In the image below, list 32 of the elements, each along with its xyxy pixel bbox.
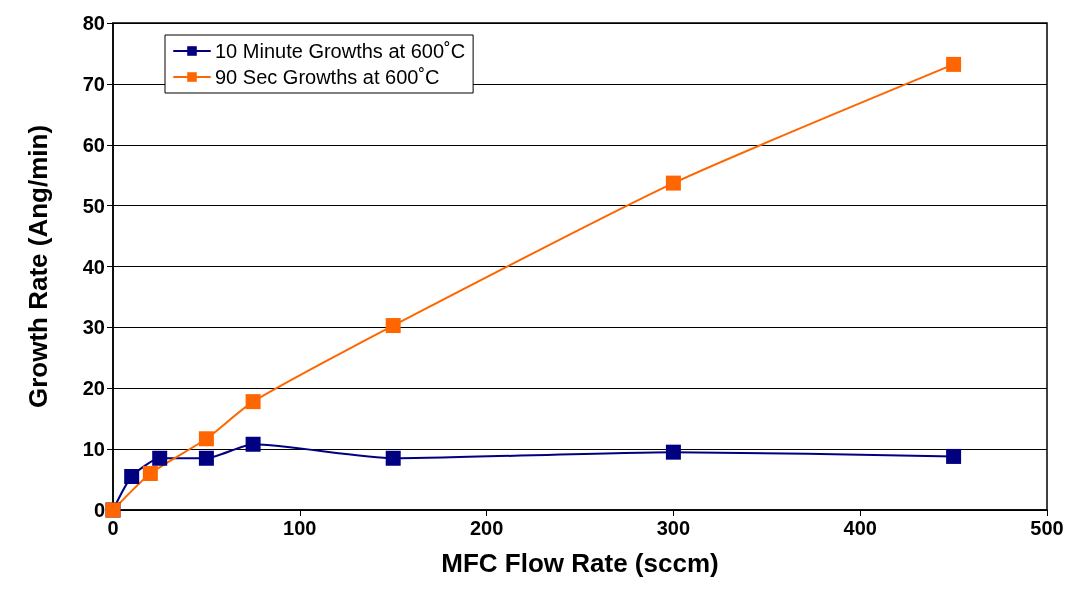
y-tick-label: 40 (82, 255, 105, 278)
point (245, 436, 261, 452)
point (245, 394, 261, 410)
point (665, 444, 681, 460)
point (385, 450, 401, 466)
point (385, 318, 401, 334)
x-tick-label: 0 (107, 517, 119, 539)
point (665, 175, 681, 191)
y-tick-label: 50 (82, 194, 105, 217)
legend-label: 10 Minute Growths at 600˚C (215, 40, 466, 62)
point (124, 469, 140, 485)
y-tick-label: 80 (82, 12, 105, 34)
point (946, 56, 962, 72)
point (142, 465, 158, 481)
x-tick-label: 300 (656, 517, 691, 539)
x-tick-label: 100 (283, 517, 317, 539)
y-tick-label: 60 (82, 133, 105, 156)
y-tick-label: 30 (82, 316, 105, 339)
point (198, 450, 214, 466)
y-axis-title: Growth Rate (Ang/min) (23, 124, 53, 409)
y-tick-label: 70 (82, 72, 105, 95)
x-tick-label: 500 (1030, 517, 1064, 539)
point (946, 448, 962, 464)
point (198, 431, 214, 447)
point (152, 450, 168, 466)
legend-label: 90 Sec Growths at 600˚C (215, 66, 440, 88)
y-tick-label: 10 (82, 438, 105, 461)
x-tick-label: 400 (843, 517, 877, 539)
y-tick-label: 20 (82, 377, 105, 400)
y-tick-label: 0 (93, 499, 105, 521)
x-axis-title: MFC Flow Rate (sccm) (441, 548, 719, 578)
x-tick-label: 200 (469, 517, 504, 539)
